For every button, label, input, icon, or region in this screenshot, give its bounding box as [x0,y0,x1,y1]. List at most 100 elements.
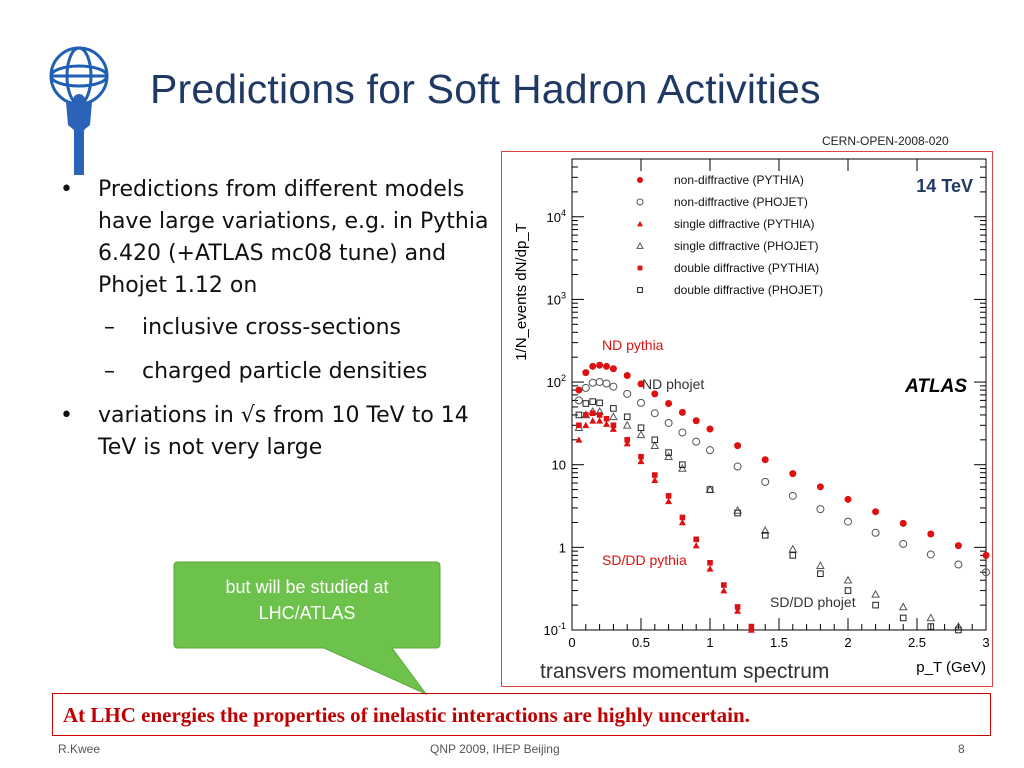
data-point [761,477,770,486]
y-axis-label: 1/N_events dN/dp_T [513,223,530,361]
nd-phojet-annotation: ND phojet [642,376,704,392]
reference-code: CERN-OPEN-2008-020 [822,134,949,148]
data-point [609,412,618,421]
plot-frame: 10-1 1 10 102 103 104 0 0.5 1 1.5 2 2.5 3 non-diffr… [501,151,993,687]
data-point [664,418,673,427]
bullet-marker: • [60,403,73,428]
data-point [982,551,990,559]
data-point [610,405,617,412]
legend-label: double diffractive (PHOJET) [674,283,823,297]
data-point [734,509,741,517]
data-point [603,420,610,427]
bullet-list: • Predictions from different models have… [60,174,500,474]
legend-label: single diffractive (PYTHIA) [674,217,815,231]
bullet-text: Predictions from different models have l… [98,177,489,298]
conclusion-text: At LHC energies the properties of inelas… [63,703,750,727]
data-point [734,604,741,610]
x-tick-label: 2.5 [908,635,926,650]
sub-bullet-text: inclusive cross-sections [142,315,402,340]
data-point [926,613,936,622]
data-point [665,497,673,505]
sub-bullet-item: – inclusive cross-sections [60,312,500,344]
data-point [637,457,645,465]
data-point [596,399,603,407]
data-point [706,446,714,455]
data-point [871,528,880,537]
x-tick-label: 0.5 [632,635,650,650]
bullet-marker: • [60,177,73,202]
data-point [596,361,604,369]
data-point [650,441,660,449]
data-point [636,241,644,249]
data-point [575,436,583,443]
legend-label: non-diffractive (PYTHIA) [674,173,804,187]
data-point [636,198,644,206]
data-point [650,409,659,418]
data-point [788,544,798,553]
data-point [637,265,643,271]
legend-label: double diffractive (PYTHIA) [674,261,819,275]
plot-caption: transvers momentum spectrum [540,660,829,683]
y-tick-label: 103 [547,290,566,307]
data-point [954,542,962,550]
data-point [982,568,990,577]
data-point [596,417,604,424]
data-point [637,380,645,388]
dash-marker: – [104,359,115,384]
data-point [899,614,907,622]
sub-bullet-text: charged particle densities [142,359,428,384]
data-point [636,430,646,439]
data-point [954,560,963,569]
data-point [582,421,590,429]
data-point [844,495,852,503]
data-point [789,470,797,478]
data-point [707,560,713,566]
x-axis-label: p_T (GeV) [916,659,986,676]
data-point [761,456,769,464]
legend-label: non-diffractive (PHOJET) [674,195,808,209]
data-point [582,400,590,407]
data-point [638,453,644,460]
y-tick-label: 1 [559,540,566,555]
sub-bullet-item: – charged particle densities [60,356,500,388]
data-point [637,221,643,227]
data-point [678,408,686,416]
x-tick-label: 1 [706,635,713,650]
data-point [596,412,603,418]
data-point [583,412,589,418]
data-point [678,428,687,437]
data-point [734,442,742,450]
data-point [637,287,643,293]
sd-dd-phojet-annotation: SD/DD phojet [770,594,856,610]
data-point [637,424,645,432]
data-point [955,626,962,634]
dash-marker: – [104,315,115,340]
data-point [761,531,769,539]
y-tick-label: 10-1 [544,621,566,638]
data-point [720,587,728,594]
pt-spectrum-plot: 10-1 1 10 102 103 104 0 0.5 1 1.5 2 2.5 3 non-diffr… [513,158,990,683]
data-point [665,449,672,456]
data-point [665,493,672,499]
data-point [623,440,631,447]
data-point [734,607,742,614]
data-point [816,505,825,514]
data-point [622,420,632,429]
data-point [816,483,824,491]
data-point [954,622,963,630]
data-point [788,491,797,500]
data-point [706,565,714,572]
data-point [665,400,673,408]
data-point [844,517,852,526]
energy-label: 14 TeV [916,176,973,196]
data-point [664,452,673,460]
data-point [603,415,610,422]
data-point [623,389,632,398]
bullet-item: • variations in √s from 10 TeV to 14 TeV… [60,400,500,464]
slide-title: Predictions for Soft Hadron Activities [150,66,821,112]
data-point [679,514,686,521]
data-point [898,602,908,611]
data-point [575,411,583,419]
atlas-label: ATLAS [904,376,967,397]
x-tick-label: 2 [844,635,851,650]
